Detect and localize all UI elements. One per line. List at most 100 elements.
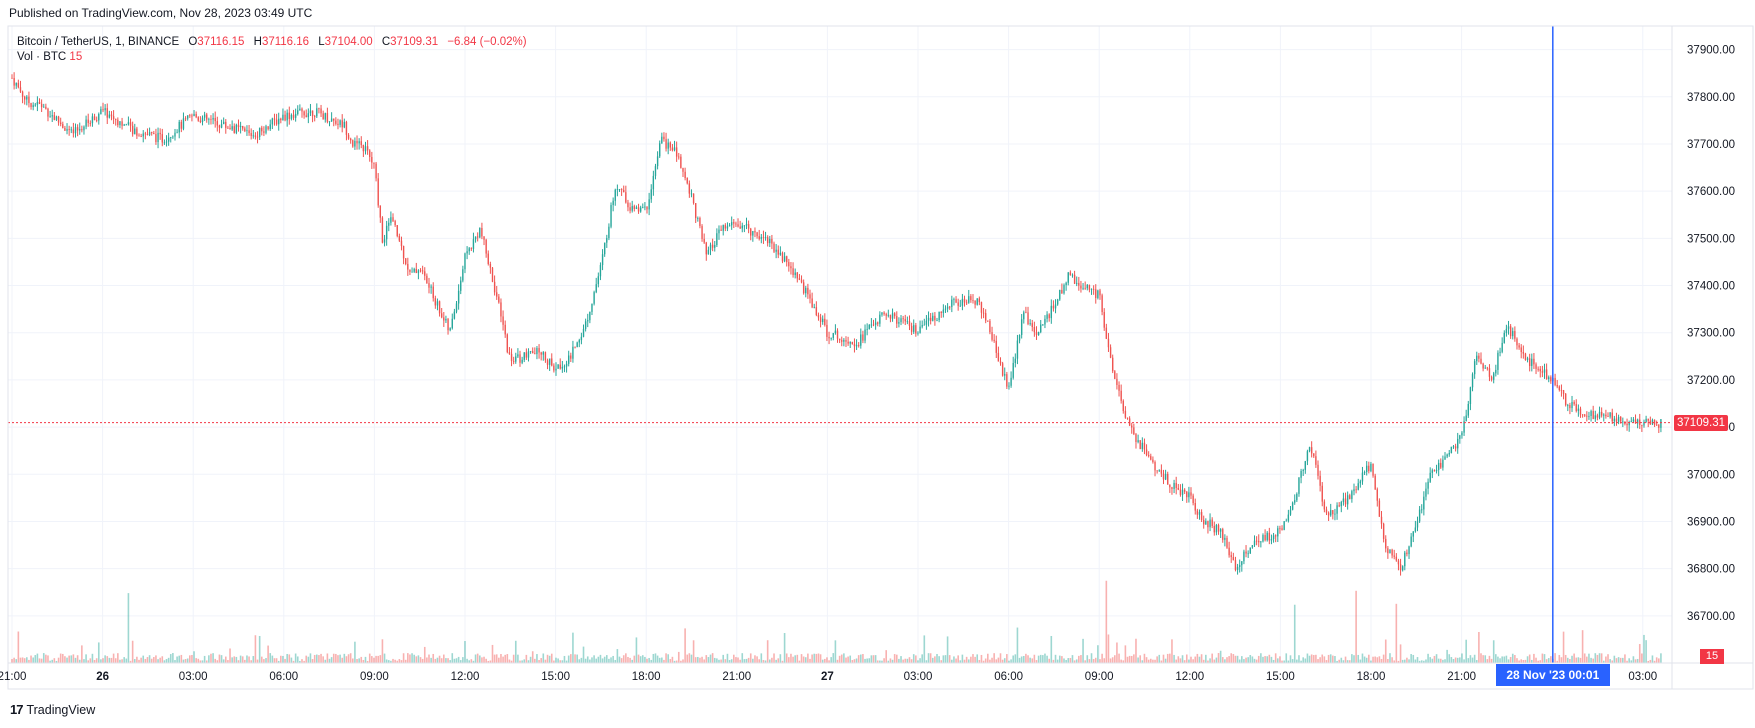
volume-bar <box>773 653 775 663</box>
candle-body <box>927 317 930 321</box>
volume-bar <box>512 654 515 663</box>
candle-body <box>525 352 528 358</box>
volume-bar <box>570 654 572 663</box>
volume-bar <box>1611 660 1614 663</box>
volume-bar <box>525 654 528 663</box>
candle-body <box>1410 536 1412 547</box>
symbol-title[interactable]: Bitcoin / TetherUS, 1, BINANCE <box>17 36 180 48</box>
volume-bar <box>150 658 153 663</box>
volume-bar <box>1643 634 1645 663</box>
candle-body <box>1209 519 1211 528</box>
candle-body <box>1401 566 1404 571</box>
volume-bar <box>74 657 77 663</box>
candle-body <box>1236 566 1239 570</box>
candle-body <box>1586 415 1588 417</box>
candle-body <box>544 352 547 361</box>
volume-bar <box>1600 653 1603 663</box>
volume-bar <box>1403 659 1406 663</box>
volume-bar <box>648 657 650 663</box>
volume-bar <box>1482 655 1484 663</box>
volume-bar <box>1069 657 1072 663</box>
candle-body <box>1368 465 1370 472</box>
volume-bar <box>567 655 570 663</box>
volume-bar <box>481 657 483 663</box>
candle-body <box>1264 535 1266 541</box>
candle-body <box>970 296 972 301</box>
candle-body <box>1321 485 1323 502</box>
candle-body <box>191 115 193 117</box>
volume-bar <box>741 653 744 663</box>
candle-body <box>625 192 627 203</box>
volume-bar <box>1251 656 1254 663</box>
volume-bar <box>356 659 358 663</box>
candle-body <box>117 119 119 126</box>
candle-body <box>193 113 195 117</box>
volume-bar <box>1118 653 1120 663</box>
time-tick-label: 21:00 <box>0 671 26 683</box>
candle-body <box>1120 390 1122 401</box>
volume-bar <box>1238 659 1241 663</box>
candle-body <box>1222 529 1224 540</box>
candle-body <box>1429 472 1431 482</box>
candle-body <box>402 246 405 259</box>
volume-bar <box>982 660 985 663</box>
volume-bar <box>95 658 98 663</box>
volume-bar <box>921 654 923 663</box>
volume-bar <box>605 655 608 663</box>
volume-bar <box>1080 655 1082 663</box>
candle-body <box>917 332 919 334</box>
candle-body <box>756 232 758 237</box>
candle-body <box>1330 510 1332 516</box>
volume-bar <box>1099 659 1101 663</box>
candle-body <box>258 127 261 137</box>
volume-bar <box>1581 630 1584 663</box>
candle-body <box>1334 513 1336 515</box>
volume-bar <box>70 655 73 663</box>
candle-body <box>792 268 794 275</box>
tradingview-brand[interactable]: TradingView <box>26 702 96 717</box>
candle-body <box>1188 492 1190 498</box>
volume-bar <box>142 655 145 663</box>
volume-bar <box>673 660 676 663</box>
volume-bar <box>771 657 773 663</box>
candle-body <box>1137 440 1139 442</box>
volume-bar <box>785 653 788 663</box>
candle-body <box>320 108 322 114</box>
candle-body <box>1298 477 1300 494</box>
candle-body <box>364 146 367 152</box>
volume-indicator-label[interactable]: Vol · BTC <box>17 51 67 63</box>
candle-body <box>1251 545 1254 548</box>
volume-bar <box>641 655 644 663</box>
candle-body <box>1253 540 1256 546</box>
volume-bar <box>1287 660 1290 663</box>
volume-bar <box>1416 657 1419 663</box>
candle-body <box>1554 377 1556 385</box>
candle-body <box>542 352 544 355</box>
volume-bar <box>849 655 852 663</box>
candle-body <box>32 105 34 107</box>
candle-body <box>1569 405 1571 409</box>
volume-bar <box>1173 654 1175 663</box>
candle-body <box>479 227 481 238</box>
candle-body <box>1143 442 1146 450</box>
candle-body <box>303 111 305 116</box>
volume-bar <box>980 654 983 663</box>
volume-bar <box>1207 660 1209 663</box>
candle-body <box>777 249 779 255</box>
volume-bar <box>726 653 729 663</box>
volume-bar <box>1499 658 1501 663</box>
candle-body <box>438 301 441 314</box>
candle-body <box>1160 469 1163 474</box>
volume-bar <box>1190 656 1192 663</box>
candle-body <box>506 334 509 353</box>
candle-body <box>110 114 113 117</box>
footer: 17 TradingView <box>10 702 95 717</box>
tradingview-logo-icon[interactable]: 17 <box>10 702 24 717</box>
volume-bar <box>1027 655 1029 663</box>
volume-bar <box>1137 657 1139 663</box>
candle-body <box>1001 363 1004 376</box>
volume-bar <box>85 654 87 663</box>
candle-body <box>203 114 206 118</box>
volume-bar <box>540 658 542 663</box>
